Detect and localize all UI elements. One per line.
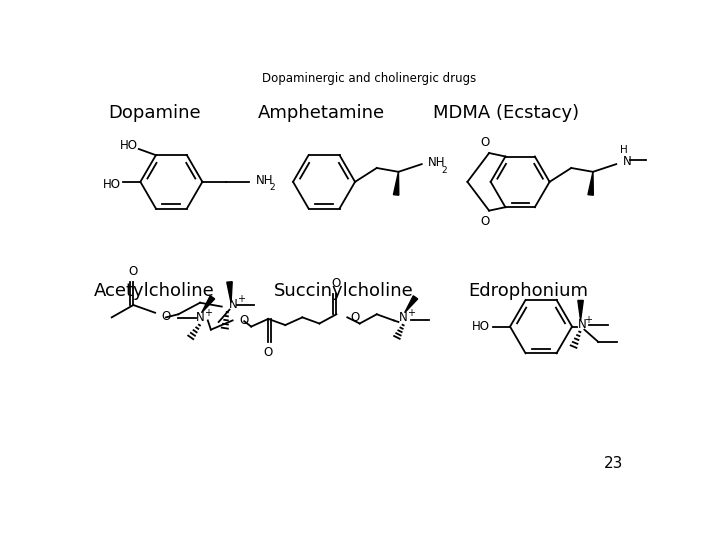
Text: O: O	[161, 310, 171, 323]
Text: Dopamine: Dopamine	[108, 104, 200, 122]
Text: H: H	[620, 145, 628, 156]
Text: O: O	[351, 311, 360, 324]
Text: HO: HO	[472, 320, 490, 333]
Text: O: O	[481, 215, 490, 228]
Text: N: N	[399, 311, 408, 324]
Polygon shape	[227, 282, 233, 303]
Text: MDMA (Ecstacy): MDMA (Ecstacy)	[433, 104, 579, 122]
Text: +: +	[204, 308, 212, 318]
Text: N: N	[622, 154, 631, 167]
Text: NH: NH	[256, 174, 274, 187]
Text: HO: HO	[103, 178, 121, 191]
Text: +: +	[407, 308, 415, 318]
Text: +: +	[583, 315, 592, 325]
Text: Succinylcholine: Succinylcholine	[274, 282, 414, 300]
Text: N: N	[196, 311, 204, 324]
Text: O: O	[481, 136, 490, 148]
Text: 23: 23	[603, 456, 623, 471]
Text: Acetylcholine: Acetylcholine	[94, 282, 215, 300]
Text: HO: HO	[120, 139, 138, 152]
Text: Dopaminergic and cholinergic drugs: Dopaminergic and cholinergic drugs	[262, 72, 476, 85]
Text: 2: 2	[270, 183, 276, 192]
Polygon shape	[202, 296, 215, 313]
Polygon shape	[393, 172, 399, 195]
Text: O: O	[264, 346, 273, 359]
Text: O: O	[332, 277, 341, 290]
Text: Edrophonium: Edrophonium	[468, 282, 588, 300]
Text: N: N	[578, 318, 587, 331]
Polygon shape	[578, 300, 583, 320]
Text: 2: 2	[442, 166, 447, 175]
Polygon shape	[405, 296, 418, 313]
Text: Amphetamine: Amphetamine	[258, 104, 385, 122]
Text: N: N	[229, 298, 238, 310]
Text: NH: NH	[428, 156, 446, 169]
Text: +: +	[238, 294, 246, 304]
Text: O: O	[129, 265, 138, 278]
Text: O: O	[240, 314, 249, 327]
Polygon shape	[588, 172, 593, 195]
